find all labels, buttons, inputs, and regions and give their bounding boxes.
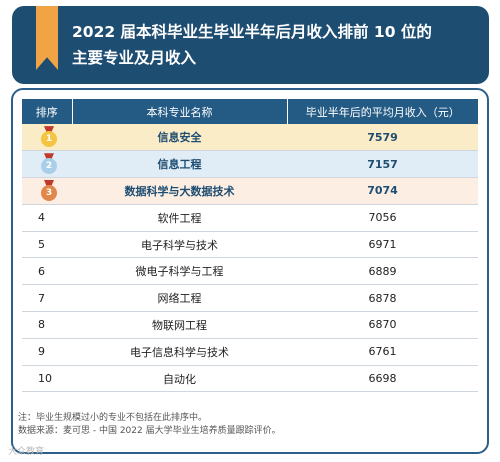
medal-ribbon — [44, 153, 54, 161]
monthly-income-cell: 7579 — [287, 124, 478, 152]
major-name-cell: 软件工程 — [72, 204, 287, 232]
major-name-cell: 信息工程 — [72, 150, 287, 179]
rank-cell: 3 — [22, 177, 72, 205]
table-row: 1 信息安全 7579 — [22, 124, 478, 152]
watermark-text: 大众教育 — [8, 447, 45, 457]
table-header-row: 排序 本科专业名称 毕业半年后的平均月收入（元） — [22, 99, 478, 124]
major-name-cell: 物联网工程 — [72, 311, 287, 339]
footnote-source: 数据来源：麦可思 - 中国 2022 届大学毕业生培养质量跟踪评价。 — [18, 426, 281, 436]
major-name-cell: 信息安全 — [72, 124, 287, 152]
rank-cell: 4 — [22, 204, 72, 232]
column-header-rank: 排序 — [22, 99, 73, 124]
monthly-income-cell: 6889 — [287, 257, 478, 286]
table-row: 3 数据科学与大数据技术 7074 — [22, 177, 478, 205]
footnote-note: 注：毕业生规模过小的专业不包括在此排序中。 — [18, 413, 208, 423]
table-row: 2 信息工程 7157 — [22, 150, 478, 179]
medal-rank-number: 3 — [41, 184, 57, 201]
table-row: 6 微电子科学与工程 6889 — [22, 257, 478, 286]
medal-ribbon — [44, 126, 54, 134]
column-header-income: 毕业半年后的平均月收入（元） — [287, 99, 478, 124]
gold-medal-icon: 1 — [39, 126, 59, 148]
table-row: 10 自动化 6698 — [22, 365, 478, 393]
monthly-income-cell: 6698 — [287, 365, 478, 393]
monthly-income-cell: 6971 — [287, 231, 478, 259]
page-title: 2022 届本科毕业生毕业半年后月收入排前 10 位的 主要专业及月收入 — [72, 19, 477, 71]
rank-cell: 8 — [22, 311, 72, 339]
monthly-income-cell: 7157 — [287, 150, 478, 179]
monthly-income-cell: 6870 — [287, 311, 478, 339]
title-banner: 2022 届本科毕业生毕业半年后月收入排前 10 位的 主要专业及月收入 — [12, 6, 489, 84]
medal-rank-number: 1 — [41, 131, 57, 148]
major-name-cell: 电子科学与技术 — [72, 231, 287, 259]
footnote: 注：毕业生规模过小的专业不包括在此排序中。 数据来源：麦可思 - 中国 2022… — [18, 412, 478, 438]
title-line-2: 主要专业及月收入 — [72, 49, 197, 67]
table-row: 5 电子科学与技术 6971 — [22, 231, 478, 259]
monthly-income-cell: 7056 — [287, 204, 478, 232]
medal-ribbon — [44, 179, 54, 187]
income-ranking-table: 排序 本科专业名称 毕业半年后的平均月收入（元） 1 信息安全 7579 2 信息工程 7… — [22, 99, 478, 393]
rank-cell: 10 — [22, 365, 72, 393]
rank-cell: 6 — [22, 257, 72, 286]
major-name-cell: 网络工程 — [72, 284, 287, 313]
rank-cell: 9 — [22, 338, 72, 366]
column-header-major: 本科专业名称 — [72, 99, 288, 124]
major-name-cell: 自动化 — [72, 365, 287, 393]
table-row: 9 电子信息科学与技术 6761 — [22, 338, 478, 366]
major-name-cell: 数据科学与大数据技术 — [72, 177, 287, 205]
table-row: 8 物联网工程 6870 — [22, 311, 478, 339]
major-name-cell: 电子信息科学与技术 — [72, 338, 287, 366]
silver-medal-icon: 2 — [39, 153, 59, 175]
table-row: 7 网络工程 6878 — [22, 284, 478, 313]
rank-cell: 5 — [22, 231, 72, 259]
rank-cell: 2 — [22, 150, 72, 179]
major-name-cell: 微电子科学与工程 — [72, 257, 287, 286]
bronze-medal-icon: 3 — [39, 179, 59, 202]
monthly-income-cell: 7074 — [287, 177, 478, 205]
rank-cell: 7 — [22, 284, 72, 313]
monthly-income-cell: 6761 — [287, 338, 478, 366]
monthly-income-cell: 6878 — [287, 284, 478, 313]
rank-cell: 1 — [22, 124, 72, 152]
medal-rank-number: 2 — [41, 158, 57, 175]
bookmark-ribbon-icon — [36, 6, 58, 70]
table-row: 4 软件工程 7056 — [22, 204, 478, 232]
title-line-1: 2022 届本科毕业生毕业半年后月收入排前 10 位的 — [72, 23, 432, 41]
